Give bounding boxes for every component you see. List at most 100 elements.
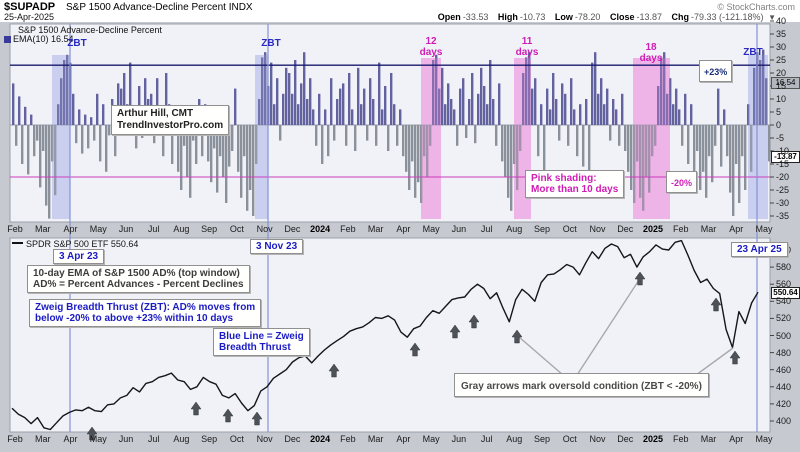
x-axis-month-label: Jun <box>451 434 467 444</box>
failed-thrust-days-label: 11 days <box>515 36 539 58</box>
bottom-y-axis-tick: 460 <box>776 364 792 375</box>
high-value: -10.73 <box>519 12 546 22</box>
x-axis-month-label: Mar <box>34 434 51 444</box>
x-axis-month-label: Mar <box>700 434 717 444</box>
x-axis-month-label: Jun <box>451 224 467 234</box>
ticker-symbol: $SUPADP <box>4 1 56 13</box>
bottom-y-axis-tick: 480 <box>776 347 792 358</box>
histogram-icon <box>4 36 11 43</box>
x-axis-month-label: Apr <box>396 434 411 444</box>
top-y-axis-tick: 0 <box>776 120 782 130</box>
x-axis-month-label: May <box>422 224 440 234</box>
chart-date: 25-Apr-2025 <box>4 12 55 22</box>
x-axis-month-label: Apr <box>729 434 744 444</box>
chg-value: -79.33 (-121.18%) <box>691 12 764 22</box>
ema-definition-note: 10-day EMA of S&P 1500 AD% (top window) … <box>27 265 250 293</box>
stockcharts-credit: © StockCharts.com <box>717 2 795 12</box>
x-axis-month-label: Sep <box>534 434 551 444</box>
x-axis-month-label: Jul <box>480 434 493 444</box>
x-axis-month-label: Oct <box>229 224 244 234</box>
x-axis-month-label: Sep <box>201 434 218 444</box>
x-axis-month-label: Mar <box>367 434 384 444</box>
top-y-axis-tick: 20 <box>776 68 787 78</box>
top-y-axis-tick: 30 <box>776 42 787 52</box>
x-axis-month-label: Oct <box>562 224 577 234</box>
bottom-panel-legend: SPDR S&P 500 ETF 550.64 <box>12 239 138 249</box>
x-axis-month-label: Nov <box>256 434 273 444</box>
top-y-axis-tick: -10 <box>776 146 790 156</box>
zbt-signal-label: ZBT <box>261 38 281 49</box>
open-value: -33.53 <box>462 12 489 22</box>
chg-dropdown-icon[interactable]: ▼ <box>768 13 776 22</box>
bottom-y-axis-tick: 440 <box>776 381 792 392</box>
x-axis-month-label: Oct <box>229 434 244 444</box>
x-axis-month-label: May <box>422 434 440 444</box>
author-watermark: Arthur Hill, CMT TrendInvestorPro.com <box>111 105 230 135</box>
top-y-axis-tick: -35 <box>776 211 790 221</box>
x-axis-month-label: Dec <box>617 434 634 444</box>
upper-threshold-label: +23% <box>699 60 733 82</box>
x-axis-month-label: Mar <box>34 224 51 234</box>
open-label: Open <box>437 12 461 22</box>
pink-shading-note: Pink shading: More than 10 days <box>525 170 625 198</box>
high-label: High <box>497 12 518 22</box>
x-axis-month-label: Aug <box>506 224 523 234</box>
bottom-y-axis-tick: 520 <box>776 313 792 324</box>
top-y-axis-tick: 35 <box>776 29 787 39</box>
top-y-axis-tick: 40 <box>776 16 787 26</box>
top-y-axis-tick: 15 <box>776 81 787 91</box>
x-axis-month-label: Apr <box>63 224 78 234</box>
top-panel-legend-title: S&P 1500 Advance-Decline Percent <box>18 25 162 35</box>
close-label: Close <box>609 12 635 22</box>
chart-title: S&P 1500 Advance-Decline Percent INDX <box>66 2 253 13</box>
x-axis-month-label: Feb <box>7 434 23 444</box>
x-axis-month-label: Dec <box>617 224 634 234</box>
x-axis-month-label: 2025 <box>643 434 664 444</box>
failed-thrust-days-label: 12 days <box>419 36 443 58</box>
x-axis-month-label: May <box>89 224 107 234</box>
lower-threshold-label: -20% <box>666 171 698 193</box>
x-axis-month-label: Apr <box>729 224 744 234</box>
low-value: -78.20 <box>574 12 601 22</box>
x-axis-month-label: Jun <box>118 224 134 234</box>
x-axis-month-label: Apr <box>396 224 411 234</box>
x-axis-month-label: Nov <box>589 224 606 234</box>
x-axis-month-label: Feb <box>672 224 689 234</box>
zbt-signal-label: ZBT <box>743 47 763 58</box>
x-axis-month-label: Nov <box>256 224 273 234</box>
top-panel-legend-ema: EMA(10) 16.54 <box>4 34 74 44</box>
line-series-icon <box>12 242 23 244</box>
bottom-y-axis-tick: 500 <box>776 330 792 341</box>
zbt-signal-label: ZBT <box>67 38 87 49</box>
x-axis-month-label: Jul <box>147 434 160 444</box>
top-y-axis-tick: -15 <box>776 159 790 169</box>
x-axis-month-label: Aug <box>173 224 190 234</box>
bottom-y-axis-tick: 400 <box>776 416 792 426</box>
ohlc-readout: Open -33.53 High -10.73 Low -78.20 Close -13… <box>431 12 776 22</box>
bottom-y-axis-tick: 560 <box>776 279 792 290</box>
x-axis-month-label: Mar <box>367 224 384 234</box>
x-axis-month-label: Aug <box>506 434 523 444</box>
x-axis-month-label: Apr <box>63 434 78 444</box>
top-y-axis-tick: 5 <box>776 107 782 117</box>
x-axis-month-label: Mar <box>700 224 717 234</box>
event-date-label: 3 Apr 23 <box>53 249 105 264</box>
top-y-axis-tick: -5 <box>776 133 785 143</box>
x-axis-month-label: May <box>755 434 773 444</box>
x-axis-month-label: 2024 <box>310 434 331 444</box>
top-y-axis-tick: -25 <box>776 185 790 195</box>
top-y-axis-tick: -30 <box>776 198 790 208</box>
x-axis-month-label: 2025 <box>643 224 664 234</box>
x-axis-month-label: Jul <box>147 224 160 234</box>
chart-header <box>0 0 800 22</box>
event-date-label: 23 Apr 25 <box>731 242 788 257</box>
x-axis-month-label: Dec <box>284 224 301 234</box>
x-axis-month-label: 2024 <box>310 224 331 234</box>
bottom-y-axis-tick: 580 <box>776 262 792 273</box>
x-axis-month-label: Feb <box>340 224 356 234</box>
low-label: Low <box>554 12 573 22</box>
x-axis-month-label: Feb <box>672 434 689 444</box>
x-axis-month-label: Jul <box>480 224 493 234</box>
zbt-definition-note: Zweig Breadth Thrust (ZBT): AD% moves fr… <box>29 299 262 327</box>
